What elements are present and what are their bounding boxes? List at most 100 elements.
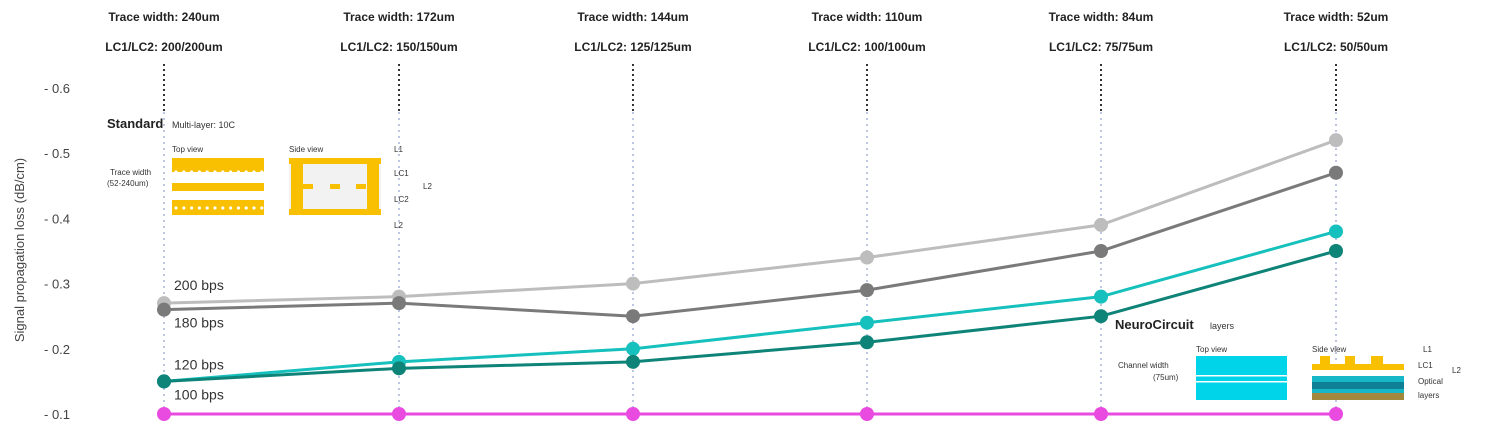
neuro-inset: NeuroCircuit layers Top view Side view C… [1115,317,1461,400]
neuro-layer-label: L1 [1423,345,1432,354]
data-point [1329,407,1343,421]
neuro-title: NeuroCircuit [1115,317,1194,332]
y-tick-label: - 0.3 [44,277,70,292]
standard-side-trace [356,184,366,189]
via-dot [190,206,194,210]
standard-trace-width-label: Trace width [110,168,151,177]
data-point [860,335,874,350]
neuro-side-layer [1312,389,1404,393]
series-label: 180 bps [174,315,224,331]
data-point [157,302,171,317]
via-dot [190,170,194,174]
neuro-side-view-label: Side view [1312,345,1346,354]
neuro-top-view-block [1196,356,1287,400]
neuro-l2-label: L2 [1452,366,1461,375]
y-tick-label: - 0.1 [44,407,70,422]
neuro-side-layer [1312,364,1404,370]
data-point [157,407,171,421]
data-point [392,296,406,311]
standard-top-view-strip [172,183,264,191]
via-dot [197,206,201,210]
data-point [157,374,171,389]
via-dot [174,170,178,174]
via-dot [182,170,186,174]
neuro-side-bump [1345,356,1355,364]
via-dot [260,170,264,174]
column-header-layer: LC1/LC2: 200/200um [105,40,222,54]
via-dot [252,170,256,174]
standard-side-via [291,158,303,215]
neuro-subtitle: layers [1210,321,1235,331]
column-header-trace: Trace width: 172um [343,10,454,24]
standard-title: Standard [107,116,163,131]
column-header-trace: Trace width: 144um [577,10,688,24]
data-point [860,315,874,330]
standard-layer-label: LC1 [394,169,409,178]
via-dot [236,206,240,210]
neuro-channel-width-value: (75um) [1153,373,1179,382]
column-header-trace: Trace width: 240um [108,10,219,24]
via-dot [205,170,209,174]
data-point [1094,309,1108,324]
data-point [860,283,874,298]
column-header-trace: Trace width: 52um [1284,10,1389,24]
data-point [1094,289,1108,304]
series-labels: 200 bps 180 bps 120 bps 100 bps [174,277,224,402]
data-point [392,407,406,421]
via-dot [213,206,217,210]
via-dot [221,206,225,210]
column-headers: Trace width: 240um LC1/LC2: 200/200um Trac… [105,10,1388,54]
via-dot [229,206,233,210]
data-point [1094,244,1108,258]
standard-trace-width-value: (52-240um) [107,179,149,188]
via-dot [221,170,225,174]
data-point [1329,133,1343,148]
data-point [626,407,640,421]
standard-l2-label: L2 [423,182,432,191]
standard-top-view-label: Top view [172,145,203,154]
neuro-layer-label: Optical [1418,377,1443,386]
y-tick-label: - 0.2 [44,342,70,357]
neuro-layer-label: layers [1418,391,1439,400]
standard-top-view-strip [172,200,264,215]
via-dot [197,170,201,174]
neuro-side-bump [1320,356,1330,364]
column-header-layer: LC1/LC2: 150/150um [340,40,457,54]
standard-top-view-strip [172,158,264,172]
series-line [163,138,1337,305]
standard-layer-label: L1 [394,145,403,154]
standard-layer-label: L2 [394,221,403,230]
data-point [860,407,874,421]
standard-side-layer [289,209,381,215]
via-dot [229,170,233,174]
data-series [157,133,1343,421]
y-axis-label: Signal propagation loss (dB/cm) [12,158,27,342]
via-dot [252,206,256,210]
neuro-side-layer [1312,370,1404,376]
column-header-layer: LC1/LC2: 125/125um [574,40,691,54]
column-header-trace: Trace width: 110um [812,10,923,24]
via-dot [244,206,248,210]
standard-side-via [367,158,379,215]
y-tick-label: - 0.6 [44,81,70,96]
via-dot [260,206,264,210]
data-point [860,250,874,265]
series-line [163,249,1337,383]
y-tick-label: - 0.5 [44,146,70,161]
standard-side-layer [289,158,381,164]
neuro-top-view-label: Top view [1196,345,1227,354]
column-header-trace: Trace width: 84um [1049,10,1154,24]
data-point [626,309,640,324]
data-point [626,354,640,369]
neuro-channel-width-label: Channel width [1118,361,1169,370]
standard-side-trace [303,184,313,189]
neuro-side-layer [1312,393,1404,400]
column-header-layer: LC1/LC2: 50/50um [1284,40,1388,54]
series-label: 120 bps [174,356,224,372]
neuro-top-view-gap [1196,375,1287,377]
via-dot [244,170,248,174]
standard-side-view-label: Side view [289,145,323,154]
column-header-layer: LC1/LC2: 75/75um [1049,40,1153,54]
data-point [1329,224,1343,239]
